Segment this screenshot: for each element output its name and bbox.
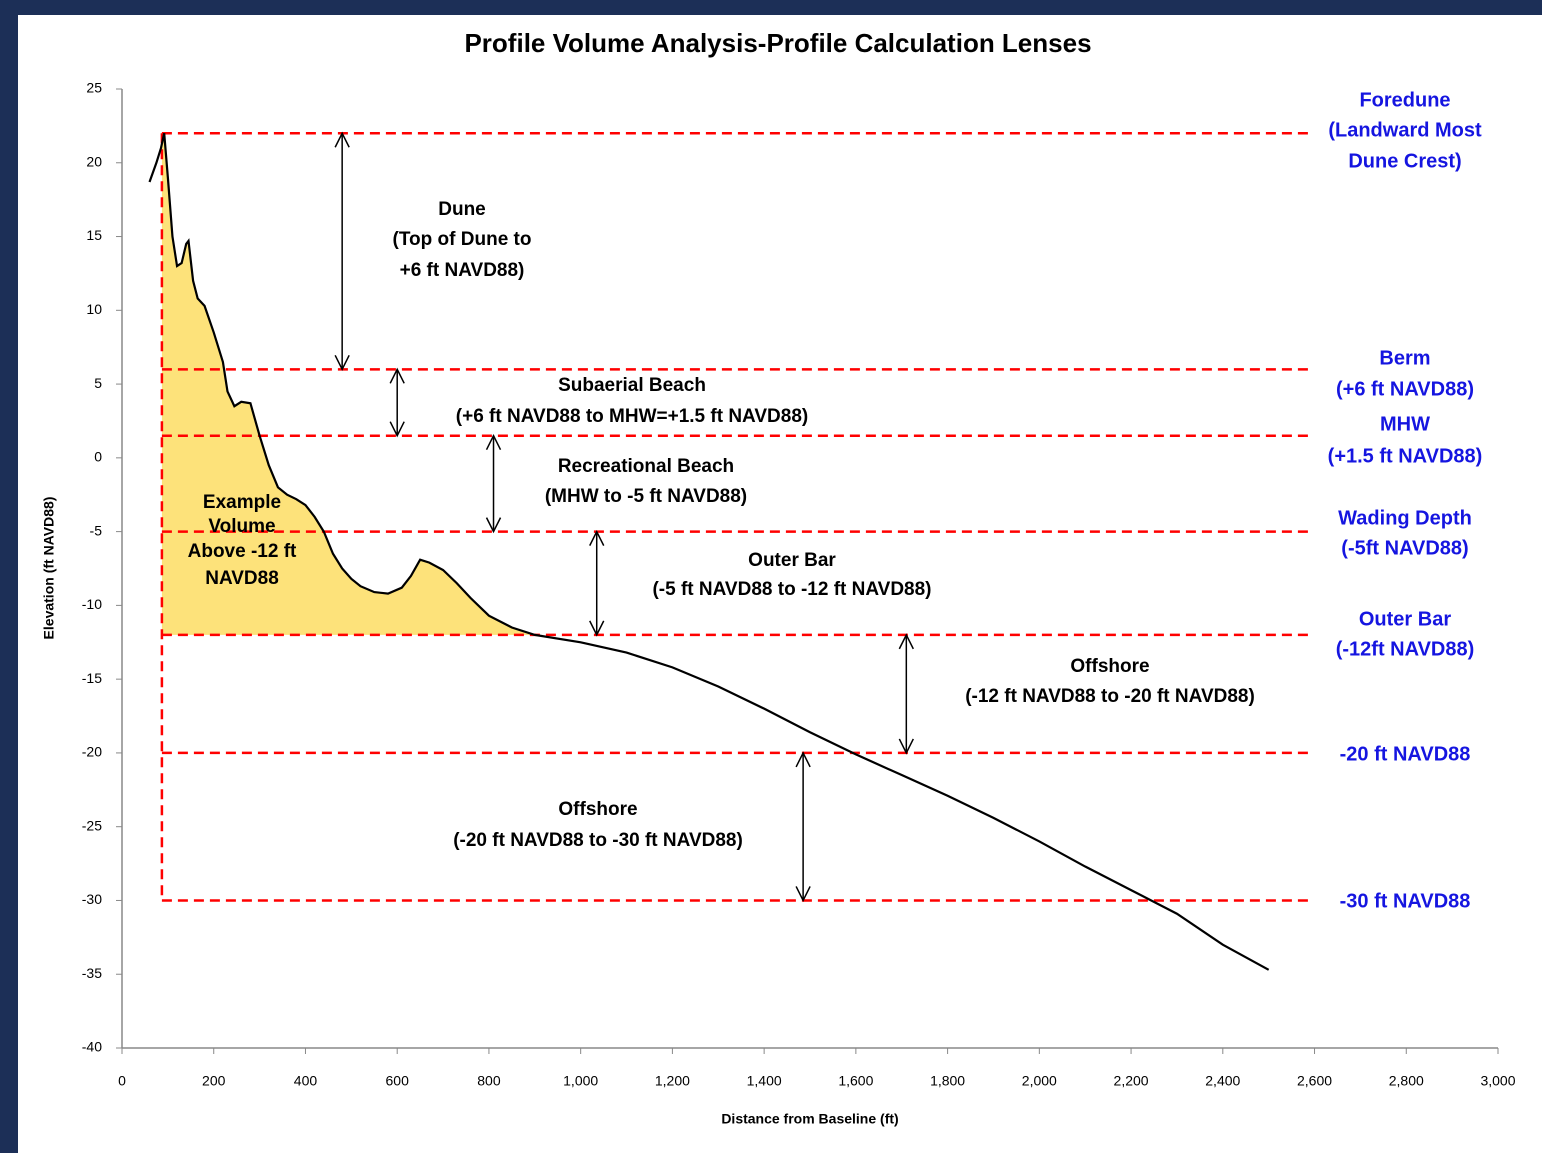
arrow-head	[334, 354, 350, 372]
lens-label: Dune Crest)	[1348, 150, 1461, 172]
arrow	[898, 633, 914, 755]
y-tick-label: 0	[94, 449, 102, 465]
annotation: Subaerial Beach	[558, 375, 706, 396]
annotation: Volume	[208, 516, 275, 537]
y-tick-label: 5	[94, 375, 102, 391]
y-tick-label: 25	[86, 80, 102, 96]
x-tick-label: 200	[202, 1073, 226, 1089]
x-tick-label: 2,600	[1297, 1073, 1332, 1089]
y-tick-label: -25	[82, 817, 102, 833]
arrow-head	[898, 633, 914, 650]
x-tick-label: 1,200	[655, 1073, 690, 1089]
x-tick-label: 400	[294, 1073, 318, 1089]
lens-label: (+1.5 ft NAVD88)	[1328, 445, 1483, 467]
annotation: Dune	[438, 199, 486, 220]
annotation: Above -12 ft	[188, 541, 297, 562]
arrow-head	[589, 620, 605, 637]
lens-label: Outer Bar	[1359, 608, 1451, 630]
lens-label: (+6 ft NAVD88)	[1336, 378, 1474, 400]
y-tick-label: -35	[82, 965, 102, 981]
lens-label: (-5ft NAVD88)	[1341, 537, 1468, 559]
y-tick-label: -20	[82, 744, 102, 760]
lens-label: -20 ft NAVD88	[1340, 743, 1471, 765]
lens-label: Foredune	[1359, 89, 1450, 111]
arrow-head	[389, 367, 405, 384]
x-tick-label: 2,200	[1114, 1073, 1149, 1089]
x-tick-label: 3,000	[1480, 1073, 1515, 1089]
annotation: (-5 ft NAVD88 to -12 ft NAVD88)	[652, 579, 931, 600]
annotation: +6 ft NAVD88)	[400, 260, 525, 281]
annotation: Example	[203, 492, 281, 513]
y-tick-label: -5	[90, 522, 103, 538]
annotation: Outer Bar	[748, 550, 836, 571]
annotation: (-12 ft NAVD88 to -20 ft NAVD88)	[965, 686, 1255, 707]
arrow	[485, 434, 502, 534]
arrow-head	[485, 434, 502, 451]
annotation: Offshore	[1070, 656, 1149, 677]
x-tick-label: 2,800	[1389, 1073, 1424, 1089]
profile-line	[148, 133, 1270, 971]
lens-label: Wading Depth	[1338, 507, 1472, 529]
x-tick-label: 0	[118, 1073, 126, 1089]
arrow	[589, 529, 605, 637]
y-tick-label: 15	[86, 227, 102, 243]
lens-label: -30 ft NAVD88	[1340, 890, 1471, 912]
annotation: (MHW to -5 ft NAVD88)	[545, 486, 747, 507]
y-tick-label: -15	[82, 670, 102, 686]
arrow-head	[389, 421, 405, 438]
arrow	[389, 367, 405, 438]
y-tick-label: 20	[86, 153, 102, 169]
x-tick-label: 1,000	[563, 1073, 598, 1089]
arrow-head	[795, 886, 811, 903]
lens-label: MHW	[1380, 413, 1430, 435]
annotation: (Top of Dune to	[393, 229, 532, 250]
volume-area	[161, 133, 535, 635]
arrow	[795, 751, 811, 903]
arrow-head	[589, 529, 605, 546]
y-tick-label: -30	[82, 891, 102, 907]
arrow	[334, 131, 350, 372]
annotation: (-20 ft NAVD88 to -30 ft NAVD88)	[453, 830, 743, 851]
lens-label: Berm	[1379, 347, 1430, 369]
y-tick-label: -40	[82, 1039, 102, 1055]
arrow-head	[485, 517, 502, 534]
annotation: (+6 ft NAVD88 to MHW=+1.5 ft NAVD88)	[456, 406, 808, 427]
lens-label: (-12ft NAVD88)	[1336, 638, 1475, 660]
x-tick-label: 1,800	[930, 1073, 965, 1089]
y-tick-label: -10	[82, 596, 102, 612]
arrow-head	[795, 751, 811, 768]
chart-title: Profile Volume Analysis-Profile Calculat…	[464, 28, 1091, 58]
lens-label: (Landward Most	[1328, 119, 1482, 141]
x-tick-label: 800	[477, 1073, 501, 1089]
x-tick-label: 1,400	[747, 1073, 782, 1089]
x-tick-label: 1,600	[838, 1073, 873, 1089]
annotation: Recreational Beach	[558, 456, 734, 477]
y-axis-title: Elevation (ft NAVD88)	[41, 497, 57, 640]
x-tick-label: 600	[386, 1073, 410, 1089]
x-tick-label: 2,000	[1022, 1073, 1057, 1089]
arrow-head	[898, 738, 914, 755]
arrow-head	[334, 131, 350, 148]
annotation: NAVD88	[205, 568, 279, 589]
y-tick-label: 10	[86, 301, 102, 317]
annotation: Offshore	[558, 799, 637, 820]
x-tick-label: 2,400	[1205, 1073, 1240, 1089]
x-axis-title: Distance from Baseline (ft)	[721, 1111, 898, 1127]
